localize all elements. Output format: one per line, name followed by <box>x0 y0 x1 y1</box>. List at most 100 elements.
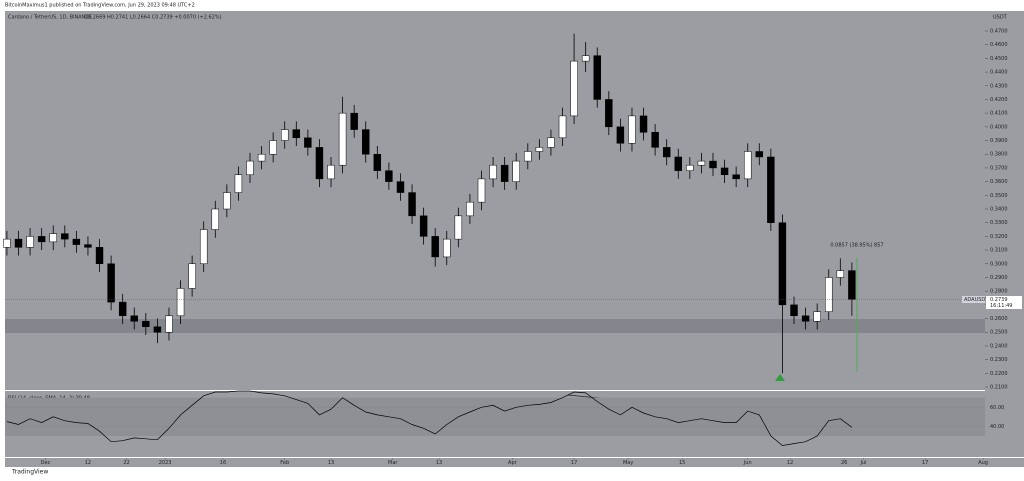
y-tick-label: 0.2900 <box>990 275 1008 281</box>
x-tick-label: 12 <box>85 460 91 466</box>
x-tick-label: 2023 <box>159 460 172 466</box>
candle-body <box>118 301 127 317</box>
x-tick-label: 17 <box>922 460 928 466</box>
candle-body <box>500 164 509 182</box>
last-price: 0.2739 <box>990 297 1008 303</box>
candle-body <box>142 321 150 328</box>
candle-body <box>477 178 486 203</box>
y-tick-label: 0.3100 <box>990 248 1008 254</box>
x-tick-label: Apr <box>508 460 518 466</box>
candle-body <box>732 174 740 180</box>
price-pane <box>5 11 985 390</box>
candle-body <box>454 215 463 240</box>
candle-body <box>743 151 752 180</box>
candle-body <box>188 263 196 289</box>
support-zone <box>5 319 985 333</box>
candle-body <box>408 192 416 217</box>
candle-body <box>107 263 115 303</box>
x-tick-label: Jun <box>743 460 752 466</box>
countdown: 16:11:49 <box>990 303 1012 309</box>
y-tick-label: 0.2300 <box>990 357 1008 363</box>
candle-body <box>616 126 625 144</box>
x-tick-label: 12 <box>787 460 793 466</box>
candle-body <box>790 304 798 317</box>
x-tick-label: Feb <box>280 460 289 466</box>
candle-body <box>848 270 856 300</box>
price-box <box>986 296 1022 310</box>
candle-body <box>512 160 520 182</box>
y-tick-label: 0.3400 <box>990 207 1008 213</box>
candle-body <box>292 129 301 139</box>
y-tick-label: 0.4100 <box>990 111 1008 117</box>
candle-body <box>662 147 671 158</box>
rsi-tick-label: 40.00 <box>990 424 1004 430</box>
candle-body <box>385 170 393 182</box>
candle-body <box>304 137 312 148</box>
candle-body <box>165 315 173 333</box>
candle-body <box>605 99 613 128</box>
rsi-tick-label: 60.00 <box>990 405 1004 411</box>
candle-body <box>466 201 474 217</box>
candle-body <box>350 112 358 130</box>
candle-body <box>72 238 81 245</box>
y-tick-label: 0.3300 <box>990 220 1008 226</box>
x-tick-label: Mar <box>388 460 398 466</box>
candle-body <box>767 156 775 223</box>
y-tick-label: 0.2500 <box>990 330 1008 336</box>
candle-body <box>570 60 578 117</box>
candle-body <box>3 238 11 248</box>
chart-title: Cardano / TetherUS, 1D, BINANCE <box>8 15 92 21</box>
publisher: BitcoinMaximus1 published on TradingView… <box>5 3 195 9</box>
y-tick-label: 0.2100 <box>990 385 1008 391</box>
candle-body <box>26 236 34 248</box>
candle-body <box>547 137 555 148</box>
candle-body <box>281 129 289 141</box>
y-tick-label: 0.4300 <box>990 83 1008 89</box>
candle-body <box>801 315 810 322</box>
candle-body <box>755 151 764 158</box>
arrow-marker <box>775 374 785 381</box>
logo: TradingView <box>11 469 48 476</box>
y-tick-label: 0.3800 <box>990 152 1008 158</box>
candle-body <box>651 132 659 148</box>
candle-body <box>535 147 544 152</box>
y-tick-label: 0.2400 <box>990 343 1008 349</box>
candle-body <box>373 153 382 171</box>
candle-body <box>327 164 335 180</box>
rsi-band <box>5 397 985 436</box>
x-tick-label: Jul <box>859 460 866 466</box>
candle-body <box>709 160 717 169</box>
candle-body <box>686 164 694 171</box>
candle-body <box>362 129 370 155</box>
candle-body <box>836 270 845 278</box>
y-tick-label: 0.4600 <box>990 42 1008 48</box>
y-tick-label: 0.2800 <box>990 289 1008 295</box>
candle-body <box>778 222 787 306</box>
time-axis <box>5 458 1024 467</box>
candle-body <box>315 147 324 180</box>
y-tick-label: 0.4200 <box>990 97 1008 103</box>
y-tick-label: 0.3900 <box>990 138 1008 144</box>
candle-body <box>14 238 23 248</box>
candle-body <box>558 115 567 139</box>
y-tick-label: 0.4700 <box>990 29 1008 35</box>
candle-body <box>223 192 231 210</box>
candle-body <box>257 153 266 162</box>
y-tick-label: 0.4500 <box>990 56 1008 62</box>
x-tick-label: Aug <box>978 460 988 466</box>
x-tick-label: May <box>623 460 633 466</box>
candle-body <box>95 247 104 265</box>
symbol-box <box>962 296 985 304</box>
candle-body <box>199 229 208 265</box>
x-tick-label: 26 <box>841 460 847 466</box>
candle-body <box>61 233 69 240</box>
y-tick-label: 0.3700 <box>990 165 1008 171</box>
candle-body <box>813 311 821 322</box>
candle-body <box>269 140 277 155</box>
candle-body <box>419 215 428 237</box>
candle-body <box>37 236 46 243</box>
measure-label: 0.0857 (38.95%) 857 <box>830 243 883 249</box>
candle-body <box>697 160 706 166</box>
candle-body <box>234 174 243 193</box>
